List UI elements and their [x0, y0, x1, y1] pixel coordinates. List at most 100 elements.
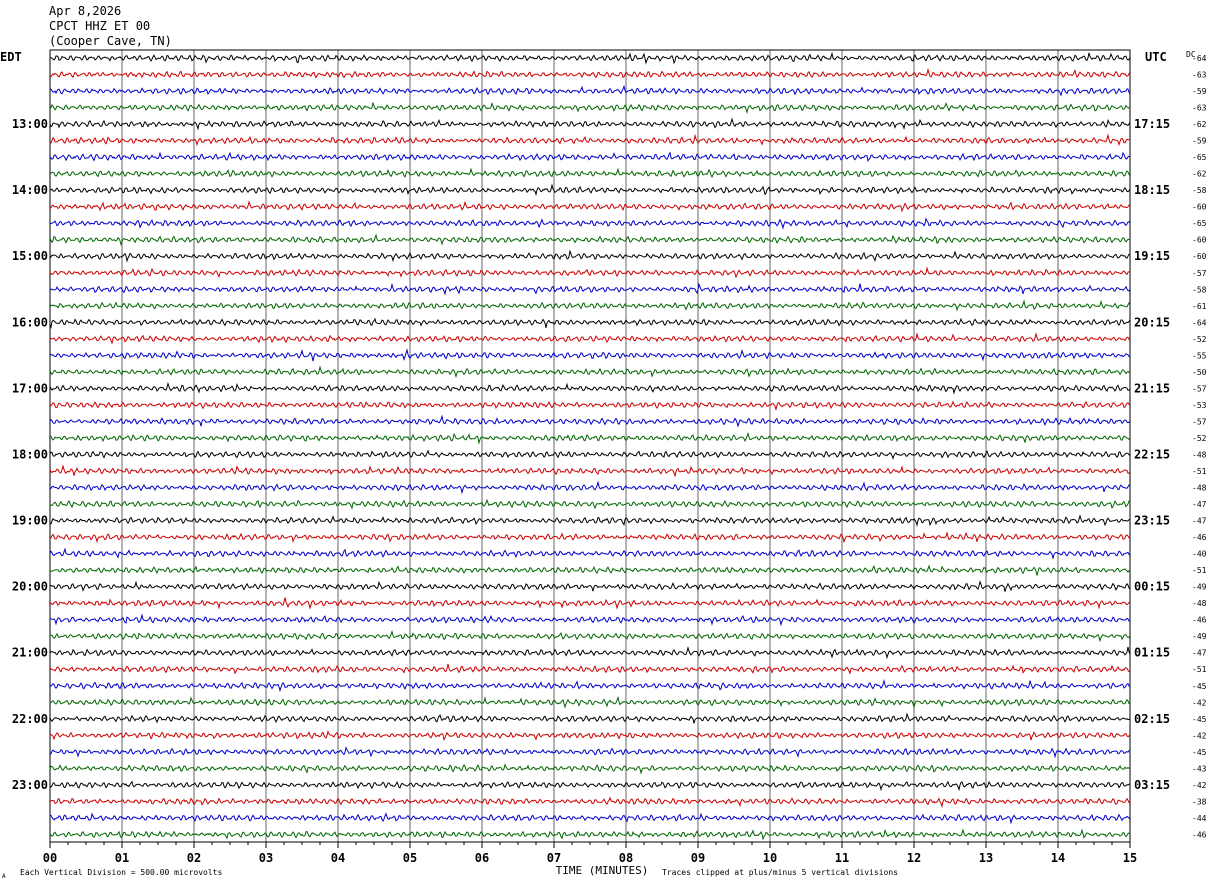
- left-hour-label: 19:00: [12, 514, 48, 528]
- footer-scale-note: Each Vertical Division = 500.00 microvol…: [20, 868, 222, 877]
- seismic-trace: [49, 332, 1131, 345]
- header-date: Apr 8,2026: [49, 4, 122, 18]
- left-hour-label: 15:00: [12, 249, 48, 263]
- x-tick-label: 00: [43, 851, 57, 865]
- dc-offset-value: -40: [1192, 550, 1207, 559]
- seismic-trace: [49, 151, 1131, 163]
- left-hour-label: 22:00: [12, 712, 48, 726]
- dc-offset-value: -65: [1192, 219, 1207, 228]
- seismic-trace: [49, 101, 1131, 115]
- right-hour-label: 23:15: [1134, 514, 1170, 528]
- right-hour-label: 21:15: [1134, 381, 1170, 395]
- dc-offset-value: -50: [1192, 368, 1207, 377]
- dc-offset-value: -45: [1192, 682, 1207, 691]
- dc-offset-value: -48: [1192, 484, 1207, 493]
- seismic-trace: [49, 531, 1131, 544]
- x-tick-label: 15: [1123, 851, 1137, 865]
- dc-offset-value: -46: [1192, 830, 1207, 839]
- dc-offset-value: -51: [1192, 467, 1207, 476]
- header-location: (Cooper Cave, TN): [49, 34, 172, 48]
- dc-offset-value: -47: [1192, 517, 1207, 526]
- dc-offset-value: -45: [1192, 715, 1207, 724]
- seismic-trace: [49, 464, 1131, 478]
- seismic-trace: [49, 299, 1131, 312]
- seismic-trace: [49, 51, 1131, 65]
- dc-offset-value: -57: [1192, 384, 1207, 393]
- dc-offset-value: -60: [1192, 252, 1207, 261]
- right-hour-label: 18:15: [1134, 183, 1170, 197]
- seismic-trace: [49, 564, 1131, 576]
- dc-offset-value: -45: [1192, 748, 1207, 757]
- dc-offset-value: -63: [1192, 104, 1207, 113]
- trace-group: [49, 51, 1131, 841]
- x-tick-label: 12: [907, 851, 921, 865]
- dc-offset-value: -62: [1192, 170, 1207, 179]
- dc-offset-value: -47: [1192, 500, 1207, 509]
- footer-clip-note: Traces clipped at plus/minus 5 vertical …: [662, 868, 898, 877]
- left-hour-label: 21:00: [12, 646, 48, 660]
- seismic-trace: [49, 348, 1131, 362]
- dc-offset-value: -38: [1192, 797, 1207, 806]
- dc-offset-value: -59: [1192, 87, 1207, 96]
- seismic-trace: [49, 381, 1131, 395]
- x-tick-label: 07: [547, 851, 561, 865]
- dc-offset-value: -60: [1192, 203, 1207, 212]
- dc-offset-value: -42: [1192, 698, 1207, 707]
- corner-mark: A: [2, 873, 6, 880]
- left-hour-label: 14:00: [12, 183, 48, 197]
- right-hour-label: 22:15: [1134, 447, 1170, 461]
- dc-offset-value: -51: [1192, 566, 1207, 575]
- x-tick-label: 01: [115, 851, 129, 865]
- right-hour-label: 19:15: [1134, 249, 1170, 263]
- right-hour-label: 17:15: [1134, 117, 1170, 131]
- left-axis-label: EDT: [0, 50, 22, 64]
- dc-offset-value: -59: [1192, 137, 1207, 146]
- x-tick-label: 11: [835, 851, 849, 865]
- seismic-trace: [49, 780, 1131, 792]
- dc-offset-value: -65: [1192, 153, 1207, 162]
- dc-offset-value: -46: [1192, 616, 1207, 625]
- dc-offset-value: -57: [1192, 417, 1207, 426]
- dc-offset-value: -52: [1192, 335, 1207, 344]
- right-hour-label: 01:15: [1134, 646, 1170, 660]
- dc-offset-value: -60: [1192, 236, 1207, 245]
- dc-offset-value: -61: [1192, 302, 1207, 311]
- left-hour-label: 16:00: [12, 315, 48, 329]
- seismic-trace: [49, 695, 1131, 709]
- dc-offset-value: -44: [1192, 814, 1207, 823]
- header-station: CPCT HHZ ET 00: [49, 19, 151, 33]
- x-tick-label: 06: [475, 851, 489, 865]
- seismic-trace: [49, 498, 1131, 510]
- x-tick-label: 10: [763, 851, 777, 865]
- seismic-trace: [49, 828, 1131, 841]
- seismic-trace: [49, 663, 1131, 675]
- dc-offset-value: -48: [1192, 599, 1207, 608]
- dc-offset-value: -57: [1192, 269, 1207, 278]
- dc-offset-value: -47: [1192, 649, 1207, 658]
- dc-offset-value: -51: [1192, 665, 1207, 674]
- seismic-trace: [50, 580, 1131, 592]
- seismic-trace: [50, 400, 1131, 410]
- dc-offset-value: -53: [1192, 401, 1207, 410]
- seismic-trace: [49, 514, 1131, 527]
- seismic-trace: [49, 233, 1131, 247]
- seismic-trace: [49, 217, 1131, 230]
- plot-grid: [49, 49, 1131, 848]
- right-hour-label: 03:15: [1134, 778, 1170, 792]
- right-hour-label: 02:15: [1134, 712, 1170, 726]
- dc-offset-value: -58: [1192, 285, 1207, 294]
- seismic-trace: [49, 547, 1131, 559]
- x-tick-label: 02: [187, 851, 201, 865]
- seismic-trace: [49, 317, 1131, 330]
- seismic-trace: [49, 414, 1131, 428]
- dc-offset-value: -49: [1192, 632, 1207, 641]
- left-hour-label: 13:00: [12, 117, 48, 131]
- x-tick-label: 05: [403, 851, 417, 865]
- seismic-trace: [49, 266, 1131, 279]
- left-hour-label: 17:00: [12, 381, 48, 395]
- x-tick-label: 03: [259, 851, 273, 865]
- seismic-trace: [49, 597, 1131, 610]
- left-hour-label: 20:00: [12, 580, 48, 594]
- seismic-trace: [49, 67, 1131, 79]
